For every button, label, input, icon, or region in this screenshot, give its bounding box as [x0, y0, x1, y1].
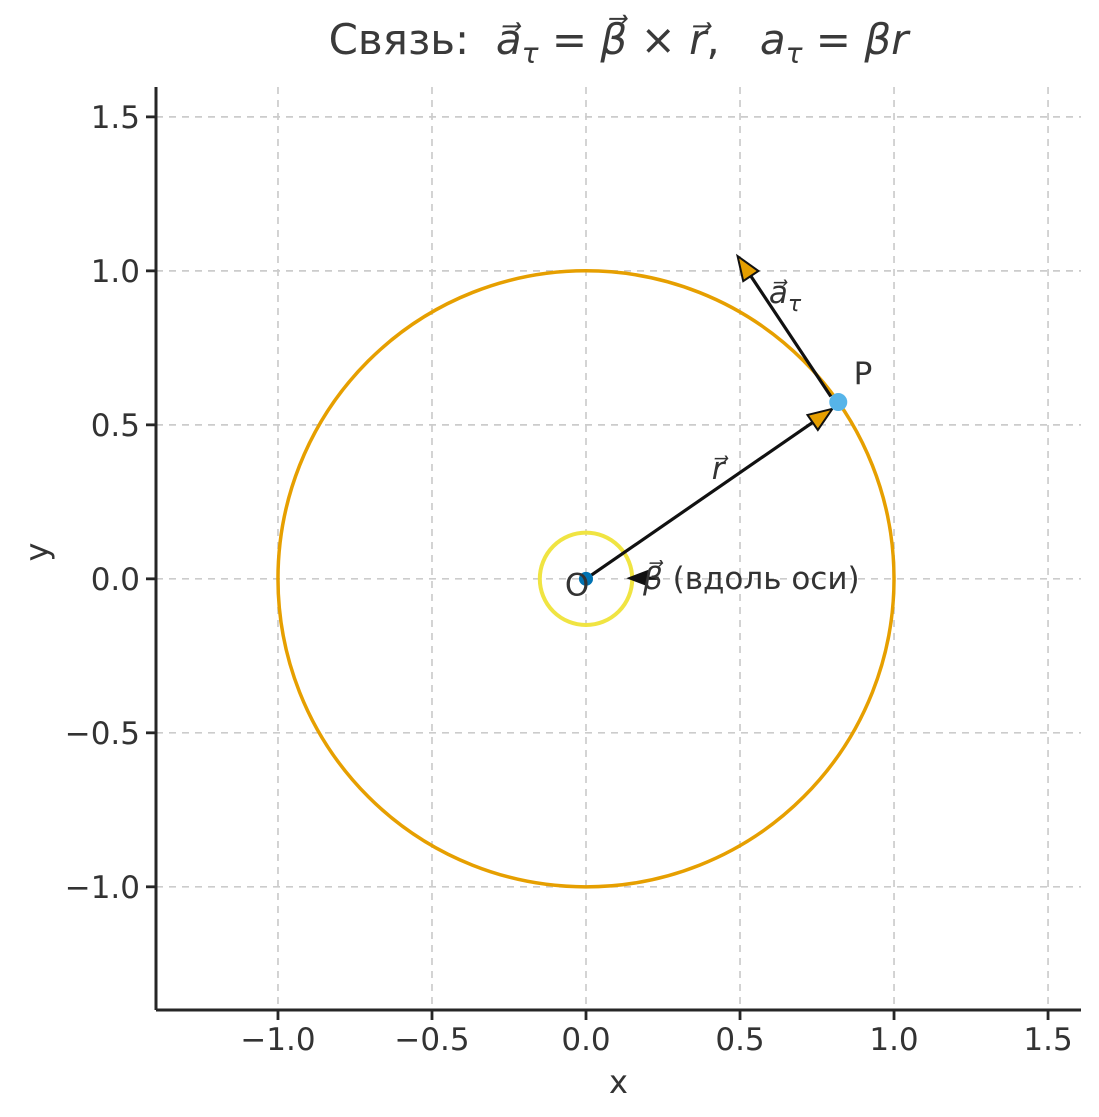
- label-run: β⃗: [642, 559, 664, 597]
- title-run: =: [802, 15, 865, 64]
- a-tau-vector-shaft: [743, 266, 833, 398]
- x-tick-label: −1.0: [240, 1022, 315, 1058]
- a-tau-vector-arrowhead: [735, 253, 761, 283]
- label-run: O: [565, 567, 589, 603]
- title-run: =: [538, 15, 601, 64]
- label-run: (вдоль оси): [663, 561, 860, 597]
- r-vector-arrowhead: [805, 407, 835, 432]
- title-run: τ: [785, 37, 803, 70]
- point-P: [829, 393, 848, 412]
- origin-point: [579, 571, 594, 586]
- label-P: P: [854, 356, 873, 392]
- y-tick-label: 1.0: [91, 254, 140, 290]
- y-tick-label: −0.5: [65, 716, 140, 752]
- label-a-tau: a⃗τ: [769, 275, 802, 317]
- x-tick-label: 1.5: [1023, 1022, 1072, 1058]
- title-run: ×: [627, 15, 690, 64]
- beta-vector-arrowhead: [626, 569, 649, 587]
- title-run: r⃗: [689, 15, 707, 64]
- x-axis-label: x: [609, 1063, 628, 1101]
- x-tick-label: 0.0: [561, 1022, 610, 1058]
- label-run: a⃗: [769, 275, 789, 311]
- y-tick-label: −1.0: [65, 870, 140, 906]
- label-run: P: [854, 356, 873, 392]
- label-beta: β⃗ (вдоль оси): [642, 559, 860, 597]
- y-tick-label: 1.5: [91, 100, 140, 136]
- x-tick-label: 0.5: [715, 1022, 764, 1058]
- title-run: Связь:: [328, 15, 496, 64]
- y-tick-label: 0.0: [91, 562, 140, 598]
- label-run: τ: [788, 292, 802, 317]
- title-run: a: [759, 15, 786, 64]
- x-tick-label: −0.5: [394, 1022, 469, 1058]
- y-tick-label: 0.5: [91, 408, 140, 444]
- x-tick-label: 1.0: [869, 1022, 918, 1058]
- label-O: O: [565, 567, 589, 603]
- title-run: β⃗: [600, 15, 628, 64]
- y-axis-label: y: [18, 542, 56, 562]
- title-run: a⃗: [495, 15, 522, 64]
- chart-title: Связь: a⃗τ = β⃗ × r⃗, aτ = βr: [156, 15, 1081, 70]
- title-run: βr: [864, 15, 909, 64]
- trajectory-circle: [276, 269, 896, 889]
- title-run: ,: [706, 15, 760, 64]
- r-vector-shaft: [585, 415, 823, 581]
- title-run: τ: [521, 37, 539, 70]
